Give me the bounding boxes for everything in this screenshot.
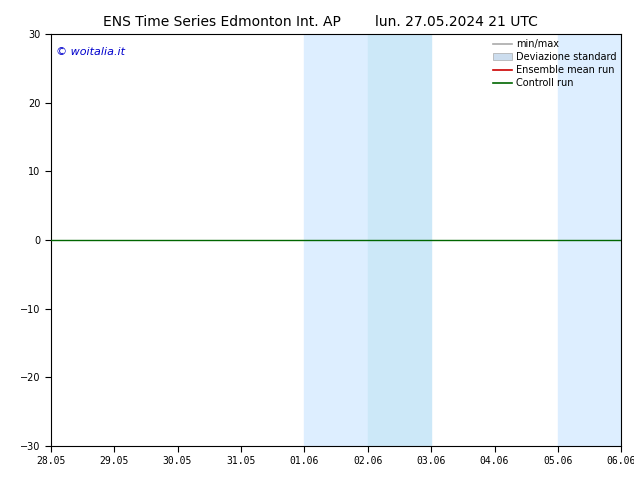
Bar xyxy=(558,34,621,446)
Bar xyxy=(304,34,368,446)
Text: © woitalia.it: © woitalia.it xyxy=(56,47,126,57)
Text: ENS Time Series Edmonton Int. AP: ENS Time Series Edmonton Int. AP xyxy=(103,15,341,29)
Legend: min/max, Deviazione standard, Ensemble mean run, Controll run: min/max, Deviazione standard, Ensemble m… xyxy=(493,39,616,88)
Text: lun. 27.05.2024 21 UTC: lun. 27.05.2024 21 UTC xyxy=(375,15,538,29)
Bar xyxy=(621,34,634,446)
Bar xyxy=(368,34,431,446)
